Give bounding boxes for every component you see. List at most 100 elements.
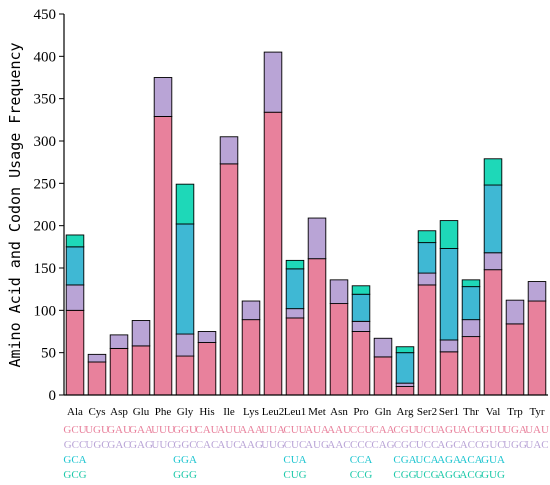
bar-segment (329, 279, 349, 305)
bar-segment (461, 286, 481, 321)
bar-segment (285, 317, 305, 396)
codon-label: GUG (481, 469, 505, 481)
bar-segment (285, 259, 305, 270)
bar-segment (483, 158, 503, 186)
bar-segment (439, 339, 459, 353)
codon-label: GUU (481, 424, 505, 436)
category-label: Tyr (529, 406, 544, 418)
y-axis-ticks: 0 50 100 150 200 250 300 350 400 450 (34, 7, 64, 404)
bar-segment (527, 281, 547, 302)
codon-label: GAA (129, 424, 153, 436)
codon-label: CGU (393, 424, 416, 436)
bar-segment (241, 300, 261, 321)
bar-segment (131, 320, 151, 347)
y-tick-label: 450 (34, 7, 57, 23)
y-axis-title: Amino Acid and Codon Usage Frequency (6, 42, 24, 367)
category-label: Asn (330, 406, 348, 418)
codon-label: GGC (173, 439, 196, 451)
bar-segment (219, 163, 239, 396)
category-label: Gly (177, 406, 194, 418)
category-label: Leu2 (262, 406, 285, 418)
bar-segment (351, 320, 371, 332)
codon-label: UGC (85, 439, 108, 451)
bar-segment (417, 242, 437, 274)
category-label: Lys (243, 406, 259, 418)
bar-segment (439, 248, 459, 341)
category-label: Pro (353, 406, 369, 418)
bar-segment (527, 300, 547, 396)
category-label: Ser2 (417, 406, 437, 418)
y-tick-label: 300 (34, 134, 57, 150)
y-tick-label: 100 (34, 303, 57, 319)
bar-segment (263, 111, 283, 396)
codon-label: UGU (85, 424, 109, 436)
codon-label: GCU (63, 424, 86, 436)
bar-segment (439, 220, 459, 249)
bar-segment (395, 346, 415, 354)
codon-label: UCA (415, 454, 438, 466)
codon-label: UCC (416, 439, 439, 451)
bar-segment (373, 356, 393, 396)
category-label: Phe (155, 406, 172, 418)
bar-segment (351, 331, 371, 396)
codon-label: UAU (525, 424, 549, 436)
codon-label: CCG (350, 469, 373, 481)
bar-segment (197, 342, 217, 396)
bar-segment (175, 333, 195, 357)
category-label: Thr (463, 406, 479, 418)
bar-segment (329, 303, 349, 396)
codon-label: UGA (503, 424, 527, 436)
y-tick-label: 0 (49, 388, 57, 404)
y-tick-label: 350 (34, 92, 57, 108)
codon-label: ACA (459, 454, 482, 466)
codon-label: GGG (173, 469, 197, 481)
bar-segment (461, 336, 481, 396)
codon-label: CUA (283, 454, 306, 466)
y-tick-label: 150 (34, 261, 57, 277)
codon-label: AAA (239, 424, 263, 436)
bar-segment (197, 331, 217, 343)
codon-label: CCA (350, 454, 373, 466)
bar-segment (219, 136, 239, 165)
bar-segment (153, 77, 173, 117)
codon-label: CCC (350, 439, 372, 451)
bar-segment (65, 309, 85, 396)
codon-label: UCG (415, 469, 438, 481)
category-label: Asp (110, 406, 128, 418)
codon-label: GCA (63, 454, 86, 466)
bar-segment (65, 234, 85, 248)
codon-label: CGG (393, 469, 416, 481)
bar-segment (351, 285, 371, 295)
category-label: Leu1 (284, 406, 307, 418)
codon-label: GCC (64, 439, 87, 451)
codon-label: AUC (217, 439, 240, 451)
codon-label: AGC (437, 439, 460, 451)
y-tick-label: 50 (41, 346, 56, 362)
codon-label: AUA (305, 424, 329, 436)
codon-label: GAU (107, 424, 131, 436)
bar-segment (87, 361, 107, 396)
bar-segment (285, 268, 305, 310)
codon-label: AGA (437, 454, 461, 466)
bar-segment (483, 184, 503, 254)
codon-label: CAC (196, 439, 219, 451)
bar-segment (395, 352, 415, 384)
codon-label: CUC (284, 439, 307, 451)
codon-label: AUG (305, 439, 329, 451)
bar-segment (263, 51, 283, 113)
bar-segment (395, 386, 415, 396)
y-tick-label: 400 (34, 49, 57, 65)
codon-labels: GCU GCC GCA GCG UGU UGC GAU GAC GAA GAG UUU UUC GGU G… (63, 424, 549, 481)
codon-label: CAU (195, 424, 218, 436)
bar-segment (65, 246, 85, 286)
bar-segment (87, 353, 107, 363)
codon-label: GGU (173, 424, 197, 436)
codon-label: CCU (350, 424, 373, 436)
codon-label: AGU (437, 424, 461, 436)
codon-label: CUG (283, 469, 306, 481)
category-label: Glu (133, 406, 150, 418)
codon-label: ACU (459, 424, 482, 436)
bar-segment (241, 319, 261, 396)
category-label: Ser1 (439, 406, 459, 418)
